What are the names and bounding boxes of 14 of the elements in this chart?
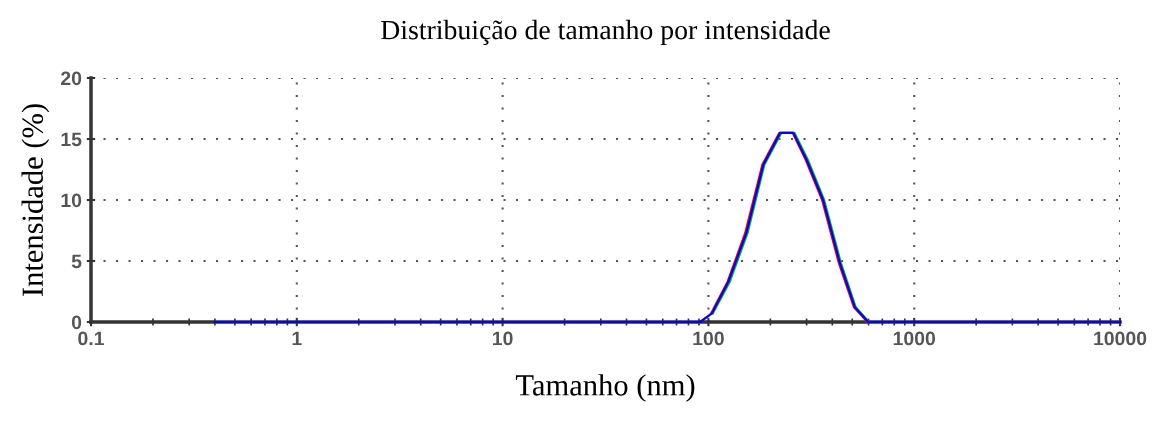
x-tick-label: 1000 (893, 331, 936, 346)
x-tick-label: 10000 (1094, 331, 1147, 346)
x-axis-title: Tamanho (nm) (515, 374, 695, 402)
y-tick-label: 5 (71, 254, 82, 269)
x-tick-label: 100 (693, 331, 724, 346)
y-tick-label: 10 (61, 193, 82, 208)
chart-title: Distribuição de tamanho por intensidade (381, 19, 830, 46)
x-tick-label: 10 (493, 331, 513, 346)
y-axis-title: Intensidade (%) (21, 104, 50, 297)
x-tick-label: 1 (292, 331, 302, 346)
y-tick-label: 15 (61, 132, 82, 147)
x-tick-label: 0.1 (78, 331, 104, 346)
y-tick-label: 20 (61, 71, 82, 86)
y-tick-label: 0 (71, 315, 82, 330)
